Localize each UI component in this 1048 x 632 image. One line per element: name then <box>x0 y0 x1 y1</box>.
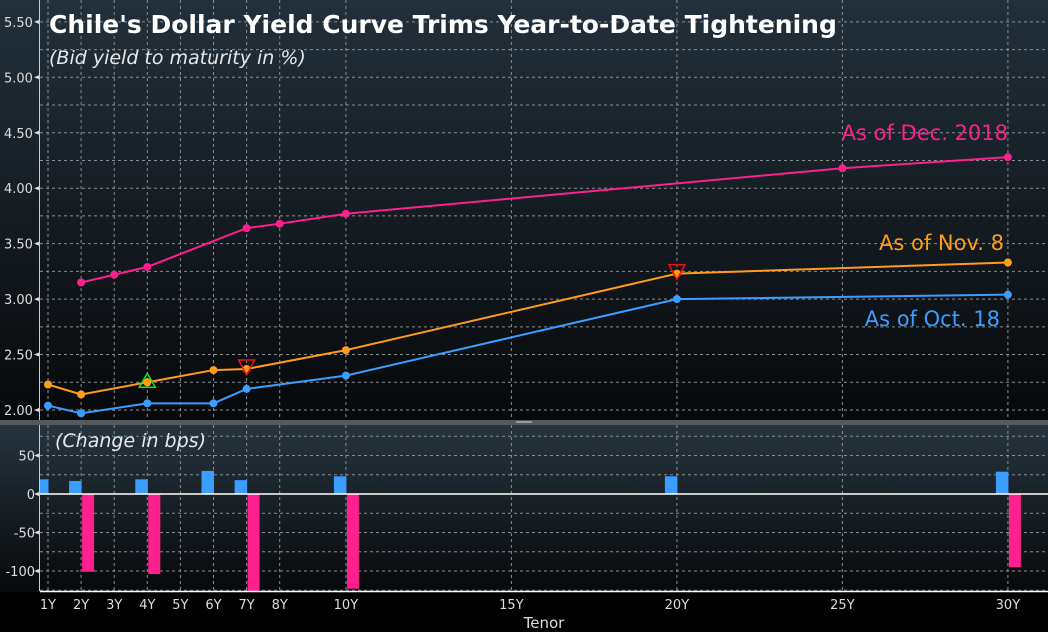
legend-label-dec-2018: As of Dec. 2018 <box>841 121 1008 145</box>
x-tick-label: 7Y <box>238 598 254 613</box>
data-point-as-of-dec-2018 <box>838 164 847 173</box>
x-axis-title: Tenor <box>523 614 566 632</box>
y-tick-label: 5.00 <box>4 71 33 86</box>
y-tick-label: 50 <box>18 450 35 465</box>
bar-change-since-dec-2018 <box>346 494 359 589</box>
y-tick-mark <box>34 75 39 80</box>
x-tick-label: 8Y <box>272 598 288 613</box>
data-point-as-of-dec-2018 <box>143 262 152 271</box>
y-tick-mark <box>34 130 39 135</box>
x-tick-label: 5Y <box>172 598 188 613</box>
data-point-as-of-nov-8 <box>1003 258 1012 267</box>
lower-panel-subtitle: (Change in bps) <box>55 430 206 452</box>
data-point-as-of-oct-18 <box>341 371 350 380</box>
y-tick-label: -100 <box>5 565 35 580</box>
y-tick-mark <box>34 241 39 246</box>
data-point-as-of-oct-18 <box>242 384 251 393</box>
data-point-as-of-oct-18 <box>44 401 52 410</box>
data-point-as-of-dec-2018 <box>341 209 350 218</box>
bar-change-since-oct-18 <box>135 479 148 494</box>
y-tick-mark <box>34 297 39 302</box>
y-tick-mark <box>34 530 39 535</box>
y-tick-label: 4.50 <box>4 127 33 142</box>
bar-change-since-oct-18 <box>234 480 248 494</box>
data-point-as-of-nov-8 <box>77 390 86 399</box>
data-point-as-of-oct-18 <box>672 295 681 304</box>
x-tick-label: 30Y <box>996 598 1021 613</box>
x-tick-label: 2Y <box>73 598 89 613</box>
data-point-as-of-dec-2018 <box>1003 153 1012 162</box>
bar-change-since-dec-2018 <box>82 494 95 572</box>
y-tick-mark <box>34 569 39 573</box>
signal-triangle-up-icon <box>138 371 157 389</box>
data-point-as-of-nov-8 <box>143 378 152 387</box>
signal-triangle-down-icon <box>237 359 256 377</box>
data-point-as-of-dec-2018 <box>110 270 119 279</box>
x-tick-label: 4Y <box>139 598 155 613</box>
x-tick-label: 3Y <box>106 598 122 613</box>
bar-change-since-oct-18 <box>333 476 347 494</box>
x-tick-label: 15Y <box>499 598 524 613</box>
chart-title: Chile's Dollar Yield Curve Trims Year-to… <box>49 10 837 39</box>
bar-change-since-oct-18 <box>664 476 678 494</box>
y-tick-mark <box>34 453 39 458</box>
bar-change-since-oct-18 <box>201 470 214 494</box>
series-line-as-of-nov-8 <box>47 261 1008 396</box>
data-point-as-of-oct-18 <box>77 409 86 418</box>
x-tick-label: 20Y <box>665 598 690 613</box>
data-point-as-of-dec-2018 <box>275 219 284 228</box>
x-tick-label: 25Y <box>830 598 855 613</box>
y-tick-mark <box>34 186 39 191</box>
y-tick-label: 4.00 <box>4 182 33 197</box>
data-point-as-of-dec-2018 <box>242 224 251 233</box>
data-point-as-of-nov-8 <box>44 380 52 389</box>
x-tick-label: 6Y <box>205 598 221 613</box>
y-tick-mark <box>34 352 39 357</box>
y-tick-mark <box>34 19 39 24</box>
bar-change-since-oct-18 <box>995 471 1009 494</box>
legend-label-nov-8: As of Nov. 8 <box>879 231 1004 255</box>
series-line-as-of-oct-18 <box>47 293 1008 415</box>
legend-label-oct-18: As of Oct. 18 <box>864 307 1000 331</box>
bar-change-since-oct-18 <box>69 480 82 494</box>
x-tick-label: 10Y <box>334 598 359 613</box>
y-tick-mark <box>34 492 39 496</box>
series-line-as-of-dec-2018 <box>80 156 1008 284</box>
data-point-as-of-nov-8 <box>341 346 350 355</box>
data-point-as-of-oct-18 <box>1003 290 1012 299</box>
bottom-panel-bg <box>0 425 1048 592</box>
y-tick-label: 0 <box>27 488 35 503</box>
chart-subtitle: (Bid yield to maturity in %) <box>49 47 306 69</box>
data-point-as-of-oct-18 <box>209 399 218 408</box>
top-panel-bg <box>0 0 1048 420</box>
x-tick-label: 1Y <box>40 598 56 613</box>
bar-change-since-oct-18 <box>40 479 49 494</box>
data-point-as-of-oct-18 <box>143 399 152 408</box>
y-tick-label: 2.00 <box>4 404 33 419</box>
y-tick-mark <box>34 408 39 412</box>
data-point-as-of-dec-2018 <box>77 278 86 287</box>
divider-handle[interactable] <box>516 421 532 423</box>
y-tick-label: 2.50 <box>4 349 33 364</box>
y-tick-label: -50 <box>14 527 35 542</box>
y-tick-label: 3.50 <box>4 238 33 253</box>
y-tick-label: 5.50 <box>4 16 33 31</box>
y-tick-label: 3.00 <box>4 293 33 308</box>
data-point-as-of-nov-8 <box>209 366 218 375</box>
signal-triangle-down-icon <box>667 263 687 282</box>
bar-change-since-dec-2018 <box>1008 494 1021 568</box>
bar-change-since-dec-2018 <box>247 494 260 592</box>
bar-change-since-dec-2018 <box>148 494 161 575</box>
